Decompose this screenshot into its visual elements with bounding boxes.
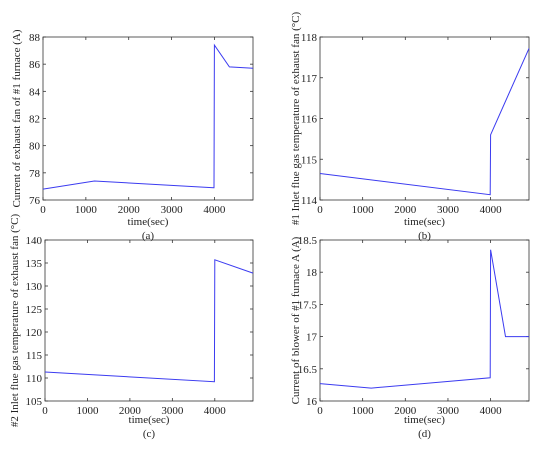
panel-letter: (a)	[142, 230, 155, 242]
x-tick-label: 1000	[352, 204, 375, 216]
panel-a: 0 1000 2000 3000 4000 76 78 80 82 84 86 88 time(sec)…	[11, 29, 254, 242]
y-tick-label: 116	[301, 114, 318, 126]
y-tick-label: 130	[26, 281, 43, 293]
x-axis-label: time(sec)	[128, 216, 169, 228]
x-tick-label: 4000	[480, 405, 503, 417]
x-tick-label: 3000	[161, 204, 184, 216]
y-axis-label: Current of blower of #1 furnace A (A)	[290, 236, 302, 404]
y-tick-label: 88	[29, 32, 41, 44]
y-tick-label: 114	[301, 195, 318, 207]
y-axis-label: #1 Inlet flue gas temperature of exhaust…	[290, 12, 302, 226]
y-tick-label: 86	[29, 59, 41, 71]
y-tick-label: 118	[301, 32, 318, 44]
y-tick-label: 120	[26, 327, 43, 339]
x-tick-label: 0	[40, 204, 46, 216]
y-tick-label: 78	[29, 168, 41, 180]
y-tick-label: 17.5	[298, 299, 318, 311]
series-line	[319, 249, 529, 389]
y-tick-label: 140	[26, 235, 43, 247]
x-tick-label: 4000	[204, 405, 227, 417]
x-tick-label: 2000	[118, 204, 141, 216]
x-tick-label: 1000	[352, 405, 375, 417]
panel-b: 0 1000 2000 3000 4000 114 115 116 117 118 time(sec…	[290, 12, 530, 242]
y-axis-label: Current of exhaust fan of #1 furnace (A)	[11, 29, 23, 207]
y-tick-label: 18	[306, 267, 318, 279]
x-tick-label: 0	[42, 405, 48, 417]
panel-letter: (d)	[418, 428, 431, 440]
panel-c: 0 1000 2000 3000 4000 105 110 115 120 125 130 135 14…	[9, 214, 254, 440]
y-axis-label: #2 Inlet flue gas temperature of exhaust…	[9, 214, 21, 428]
y-tick-label: 76	[29, 195, 41, 207]
y-tick-label: 105	[26, 396, 43, 408]
y-tick-label: 17	[306, 332, 318, 344]
y-tick-label: 125	[26, 304, 43, 316]
x-tick-label: 2000	[394, 405, 417, 417]
series-line	[44, 259, 254, 383]
plot-area	[44, 239, 254, 402]
x-tick-label: 1000	[76, 405, 99, 417]
x-tick-label: 2000	[119, 405, 142, 417]
y-tick-label: 16	[306, 396, 318, 408]
y-tick-label: 110	[26, 373, 43, 385]
x-tick-label: 1000	[75, 204, 98, 216]
y-tick-label: 117	[301, 73, 318, 85]
x-axis-label: time(sec)	[404, 216, 445, 228]
x-tick-label: 0	[317, 405, 323, 417]
series-line	[42, 43, 254, 190]
y-tick-label: 82	[29, 114, 40, 126]
panel-d: 0 1000 2000 3000 4000 16 16.5 17 17.5 18 18.5 time(…	[290, 235, 530, 440]
x-axis-label: time(sec)	[404, 414, 445, 426]
x-tick-label: 3000	[437, 405, 460, 417]
x-tick-label: 0	[317, 204, 323, 216]
x-tick-label: 4000	[480, 204, 503, 216]
x-axis-label: time(sec)	[129, 414, 170, 426]
y-tick-label: 135	[26, 258, 43, 270]
panel-letter: (c)	[143, 428, 156, 440]
y-tick-label: 84	[29, 86, 41, 98]
series-line	[319, 48, 530, 196]
x-tick-label: 3000	[161, 405, 184, 417]
y-tick-label: 16.5	[298, 364, 318, 376]
y-tick-label: 80	[29, 141, 41, 153]
plot-area	[319, 239, 530, 402]
plot-area	[42, 36, 254, 201]
panel-letter: (b)	[418, 230, 431, 242]
y-tick-label: 18.5	[298, 235, 318, 247]
x-tick-label: 2000	[394, 204, 417, 216]
x-tick-label: 4000	[203, 204, 226, 216]
x-tick-label: 3000	[437, 204, 460, 216]
y-tick-label: 115	[26, 350, 43, 362]
y-tick-label: 115	[301, 154, 318, 166]
